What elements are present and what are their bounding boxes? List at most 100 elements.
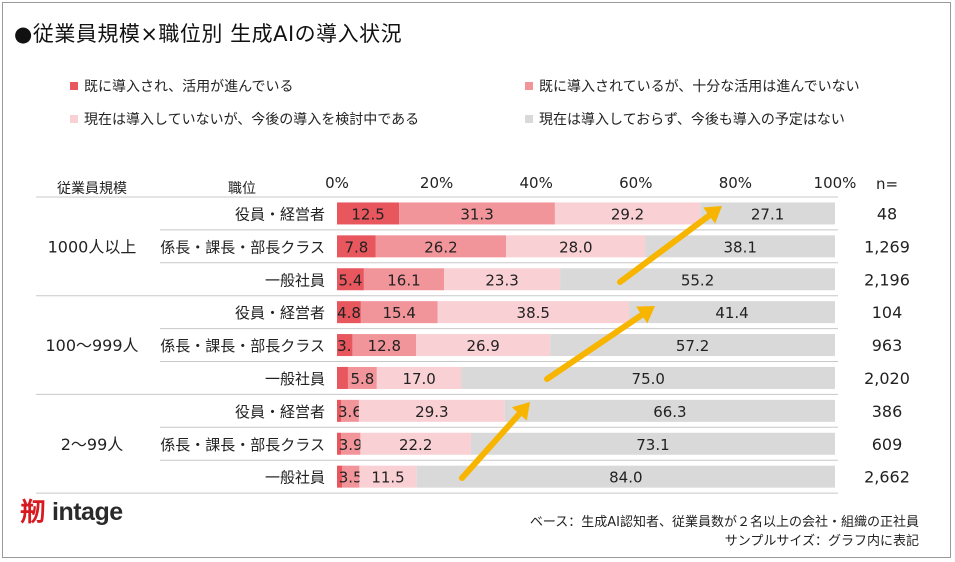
group-label: 1000人以上: [48, 237, 137, 256]
data-label: 3.9: [339, 436, 363, 454]
sample-size-label: 1,269: [864, 237, 910, 256]
bar-segment-4: [700, 202, 835, 225]
bar-segment-3: [554, 202, 701, 225]
tick-label: 80%: [719, 174, 752, 192]
data-label: 22.2: [399, 436, 432, 454]
bar-segment-2: [375, 235, 507, 258]
logo-wordmark: intage: [52, 498, 123, 526]
tick-label: 0%: [325, 174, 349, 192]
tick-label: 40%: [520, 174, 553, 192]
trend-arrow-head: [511, 402, 530, 421]
footnote-sample-size: サンプルサイズ：グラフ内に表記: [724, 534, 919, 549]
bar-segment-1: [337, 432, 341, 455]
bar-segment-2: [341, 465, 360, 488]
group-label: 100～999人: [45, 336, 138, 355]
data-label: 12.5: [351, 205, 384, 223]
sample-size-label: 2,196: [864, 270, 910, 289]
tick-label: 100%: [814, 174, 857, 192]
legend-swatch-4: [525, 115, 533, 123]
legend-label-1: 既に導入され、活用が進んでいる: [84, 79, 294, 95]
bar-segment-4: [629, 301, 835, 324]
position-label: 一般社員: [265, 271, 325, 289]
legend-item-3: 現在は導入していないが、今後の導入を検討中である: [70, 109, 419, 129]
position-label: 役員・経営者: [235, 304, 325, 322]
footnote-base: ベース：生成AI認知者、従業員数が２名以上の会社・組織の正社員: [529, 515, 919, 530]
data-label: 57.2: [676, 337, 709, 355]
sample-size-label: 2,662: [864, 468, 910, 487]
position-label: 一般社員: [265, 469, 325, 487]
data-label: 26.2: [424, 238, 457, 256]
bar-segment-2: [340, 399, 359, 422]
legend-label-4: 現在は導入しておらず、今後も導入の予定はない: [539, 112, 845, 128]
bar-segment-3: [416, 334, 551, 357]
bar-segment-2: [340, 432, 361, 455]
bar-segment-1: [337, 334, 353, 357]
bar-segment-1: [337, 301, 361, 324]
position-label: 一般社員: [265, 370, 325, 388]
legend-swatch-2: [525, 82, 533, 90]
bar-segment-2: [360, 301, 438, 324]
data-label: 41.4: [715, 304, 748, 322]
bar-segment-4: [504, 399, 835, 422]
position-label: 役員・経営者: [235, 403, 325, 421]
data-label: 17.0: [402, 370, 435, 388]
sample-size-label: 609: [872, 435, 903, 454]
data-label: 38.5: [517, 304, 550, 322]
bar-segment-2: [363, 268, 445, 291]
position-label: 係長・課長・部長クラス: [160, 337, 325, 355]
bar-segment-4: [416, 465, 835, 488]
legend-item-2: 既に導入されているが、十分な活用は進んでいない: [525, 76, 860, 96]
position-label: 係長・課長・部長クラス: [160, 238, 325, 256]
chart-title: ●従業員規模×職位別 生成AIの導入状況: [14, 22, 403, 46]
data-label: 11.5: [371, 469, 404, 487]
data-label: 7.8: [344, 238, 368, 256]
data-label: 31.3: [460, 205, 493, 223]
legend-label-3: 現在は導入していないが、今後の導入を検討中である: [84, 112, 420, 128]
tick-label: 60%: [619, 174, 652, 192]
bar-segment-1: [337, 465, 342, 488]
data-label: 5.4: [339, 271, 363, 289]
tick-label: 20%: [420, 174, 453, 192]
trend-arrow-shaft: [459, 410, 523, 481]
data-label: 29.3: [415, 403, 448, 421]
data-label: 66.3: [653, 403, 686, 421]
data-label: 3.6: [338, 403, 362, 421]
header-position: 職位: [228, 181, 256, 197]
data-label: 84.0: [609, 469, 642, 487]
trend-arrow-head: [636, 306, 655, 324]
data-label: 73.1: [636, 436, 669, 454]
data-label: 3.5: [339, 469, 363, 487]
legend-label-2: 既に導入されているが、十分な活用は進んでいない: [539, 79, 860, 95]
trend-arrow-shaft: [544, 311, 645, 382]
logo-mark-icon: 剏: [20, 497, 47, 528]
bar-segment-2: [352, 334, 417, 357]
header-n: n=: [876, 175, 898, 193]
sample-size-label: 2,020: [864, 369, 910, 388]
trend-arrow-shaft: [617, 212, 713, 285]
bar-segment-4: [470, 432, 835, 455]
bar-segment-1: [337, 268, 364, 291]
bar-segment-1: [337, 399, 341, 422]
position-label: 役員・経営者: [235, 205, 325, 223]
bar-segment-3: [358, 399, 505, 422]
bar-segment-2: [347, 366, 377, 389]
bar-segment-3: [376, 366, 462, 389]
group-label: 2～99人: [61, 435, 124, 454]
bar-segment-4: [550, 334, 835, 357]
trend-arrow-head: [703, 206, 722, 224]
data-label: 75.0: [632, 370, 665, 388]
data-label: 4.8: [337, 304, 361, 322]
data-label: 23.3: [485, 271, 518, 289]
bar-segment-1: [337, 202, 400, 225]
bar-segment-1: [337, 235, 376, 258]
sample-size-label: 104: [872, 303, 903, 322]
data-label: 26.9: [466, 337, 499, 355]
legend-swatch-1: [70, 82, 78, 90]
bar-segment-4: [645, 235, 835, 258]
data-label: 12.8: [368, 337, 401, 355]
header-size: 従業員規模: [57, 181, 127, 197]
legend-item-1: 既に導入され、活用が進んでいる: [70, 76, 293, 96]
sample-size-label: 386: [872, 402, 903, 421]
